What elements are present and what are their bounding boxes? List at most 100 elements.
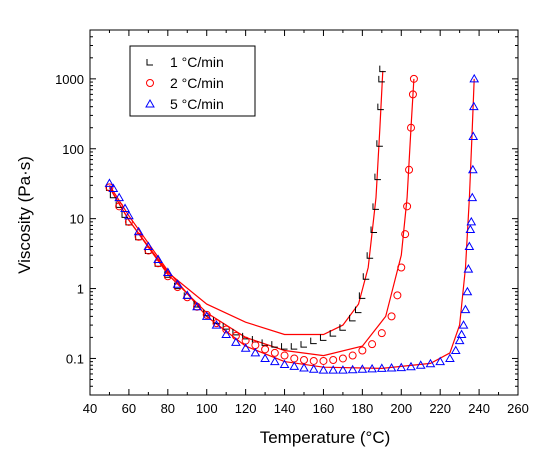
axis-frame: [89, 29, 519, 396]
data-point: [104, 178, 115, 187]
data-point: [379, 65, 386, 73]
data-point: [270, 348, 279, 357]
data-point: [464, 241, 475, 250]
legend: 1 °C/min 2 °C/min 5 °C/min: [129, 45, 256, 117]
data-point: [460, 304, 471, 314]
series-square: [105, 65, 386, 350]
data-point: [415, 360, 426, 369]
data-point: [372, 203, 379, 210]
data-point: [280, 351, 289, 360]
data-point: [319, 356, 328, 365]
data-point: [347, 364, 358, 374]
data-point: [396, 362, 407, 372]
x-tick-label: 120: [235, 401, 257, 416]
data-point: [289, 361, 300, 370]
data-point: [309, 356, 318, 365]
x-tick-label: 60: [122, 401, 136, 416]
data-point: [468, 131, 479, 140]
data-point: [357, 364, 368, 373]
data-point: [124, 210, 134, 220]
legend-marker: [146, 79, 154, 87]
data-point: [211, 320, 222, 329]
data-point: [251, 341, 260, 350]
data-point: [458, 320, 469, 329]
x-tick-label: 260: [507, 401, 529, 416]
data-point: [109, 191, 117, 199]
data-point: [120, 203, 130, 212]
data-point: [386, 362, 397, 372]
data-point: [153, 254, 163, 264]
data-point: [279, 359, 290, 368]
data-point: [182, 290, 193, 299]
data-point: [290, 343, 298, 350]
data-point: [163, 272, 172, 281]
data-point: [445, 353, 455, 362]
x-tick-label: 160: [313, 401, 335, 416]
data-point: [374, 173, 381, 181]
data-point: [362, 273, 370, 280]
data-point: [405, 165, 414, 174]
data-point: [222, 325, 231, 334]
data-point: [467, 192, 478, 202]
data-point: [407, 123, 415, 132]
data-point: [212, 319, 221, 328]
data-point: [308, 364, 319, 373]
data-point: [281, 343, 288, 350]
data-point: [133, 226, 144, 236]
data-points: [104, 65, 480, 374]
data-point: [260, 353, 270, 362]
data-point: [465, 224, 476, 233]
data-point: [271, 341, 278, 348]
data-point: [387, 312, 396, 321]
data-point: [201, 311, 212, 320]
data-point: [358, 346, 367, 355]
data-point: [269, 356, 280, 366]
data-point: [468, 101, 479, 111]
data-point: [115, 202, 124, 211]
data-point: [108, 183, 119, 193]
data-point: [358, 292, 366, 299]
data-point: [425, 358, 436, 368]
data-point: [143, 241, 154, 250]
data-point: [403, 202, 412, 211]
data-point: [261, 345, 270, 354]
data-point: [300, 356, 308, 365]
data-point: [231, 337, 241, 346]
data-point: [299, 362, 309, 372]
data-point: [114, 192, 125, 202]
data-point: [454, 335, 465, 345]
data-point: [397, 263, 406, 272]
data-point: [463, 264, 474, 273]
data-point: [469, 73, 480, 83]
data-point: [366, 252, 374, 259]
series-triangle: [104, 73, 480, 374]
x-tick-label: 220: [429, 401, 451, 416]
data-point: [450, 345, 461, 354]
fit-line: [108, 78, 415, 357]
data-point: [377, 103, 384, 111]
legend-marker: [145, 98, 155, 108]
data-point: [456, 329, 467, 339]
x-tick-label: 240: [468, 401, 490, 416]
data-point: [435, 356, 446, 366]
y-tick-label: 100: [62, 142, 84, 157]
y-tick-label: 1: [77, 282, 84, 297]
legend-box: [129, 45, 256, 117]
legend-label: 5 °C/min: [170, 96, 224, 112]
data-point: [376, 140, 383, 147]
data-point: [339, 324, 346, 331]
y-axis-title: Viscosity (Pa·s): [15, 156, 34, 274]
legend-label: 1 °C/min: [170, 54, 224, 70]
data-point: [338, 354, 347, 363]
data-point: [378, 75, 385, 83]
x-tick-label: 40: [83, 401, 97, 416]
data-point: [376, 363, 387, 372]
data-point: [221, 329, 232, 339]
fit-line: [108, 78, 475, 370]
data-point: [348, 351, 357, 360]
y-tick-label: 1000: [55, 72, 84, 87]
data-point: [261, 339, 269, 346]
data-point: [406, 361, 416, 371]
data-point: [144, 246, 153, 255]
